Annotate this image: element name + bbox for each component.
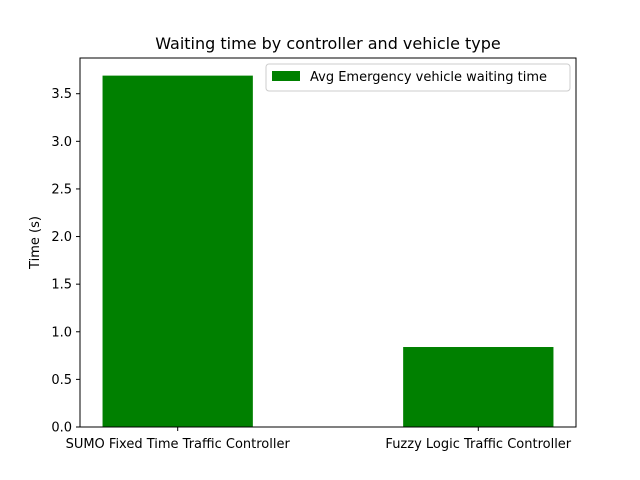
y-tick-label: 0.0: [51, 421, 72, 436]
y-tick-label: 1.0: [51, 325, 72, 340]
bars: [102, 75, 554, 428]
legend-box: [265, 63, 571, 92]
x-tick-label: Fuzzy Logic Traffic Controller: [385, 437, 571, 452]
y-tick-label: 2.0: [51, 230, 72, 245]
legend-swatch: [272, 71, 300, 81]
y-axis-label: Time (s): [28, 216, 43, 270]
plot-frame: [79, 57, 577, 428]
chart-title: Waiting time by controller and vehicle t…: [155, 34, 501, 53]
y-tick-label: 1.5: [51, 278, 72, 293]
y-tick-label: 0.5: [51, 373, 72, 388]
legend: Avg Emergency vehicle waiting time: [265, 63, 571, 92]
x-axis-ticks: SUMO Fixed Time Traffic Controller Fuzzy …: [66, 427, 572, 452]
y-axis-ticks: 0.0 0.5 1.0 1.5 2.0 2.5 3.0 3.5: [51, 87, 80, 436]
bar-0: [102, 75, 253, 428]
y-tick-label: 2.5: [51, 182, 72, 197]
legend-entry-label: Avg Emergency vehicle waiting time: [310, 70, 547, 85]
y-tick-label: 3.0: [51, 135, 72, 150]
bar-1: [403, 347, 554, 427]
y-tick-label: 3.5: [51, 87, 72, 102]
x-tick-label: SUMO Fixed Time Traffic Controller: [66, 437, 291, 452]
